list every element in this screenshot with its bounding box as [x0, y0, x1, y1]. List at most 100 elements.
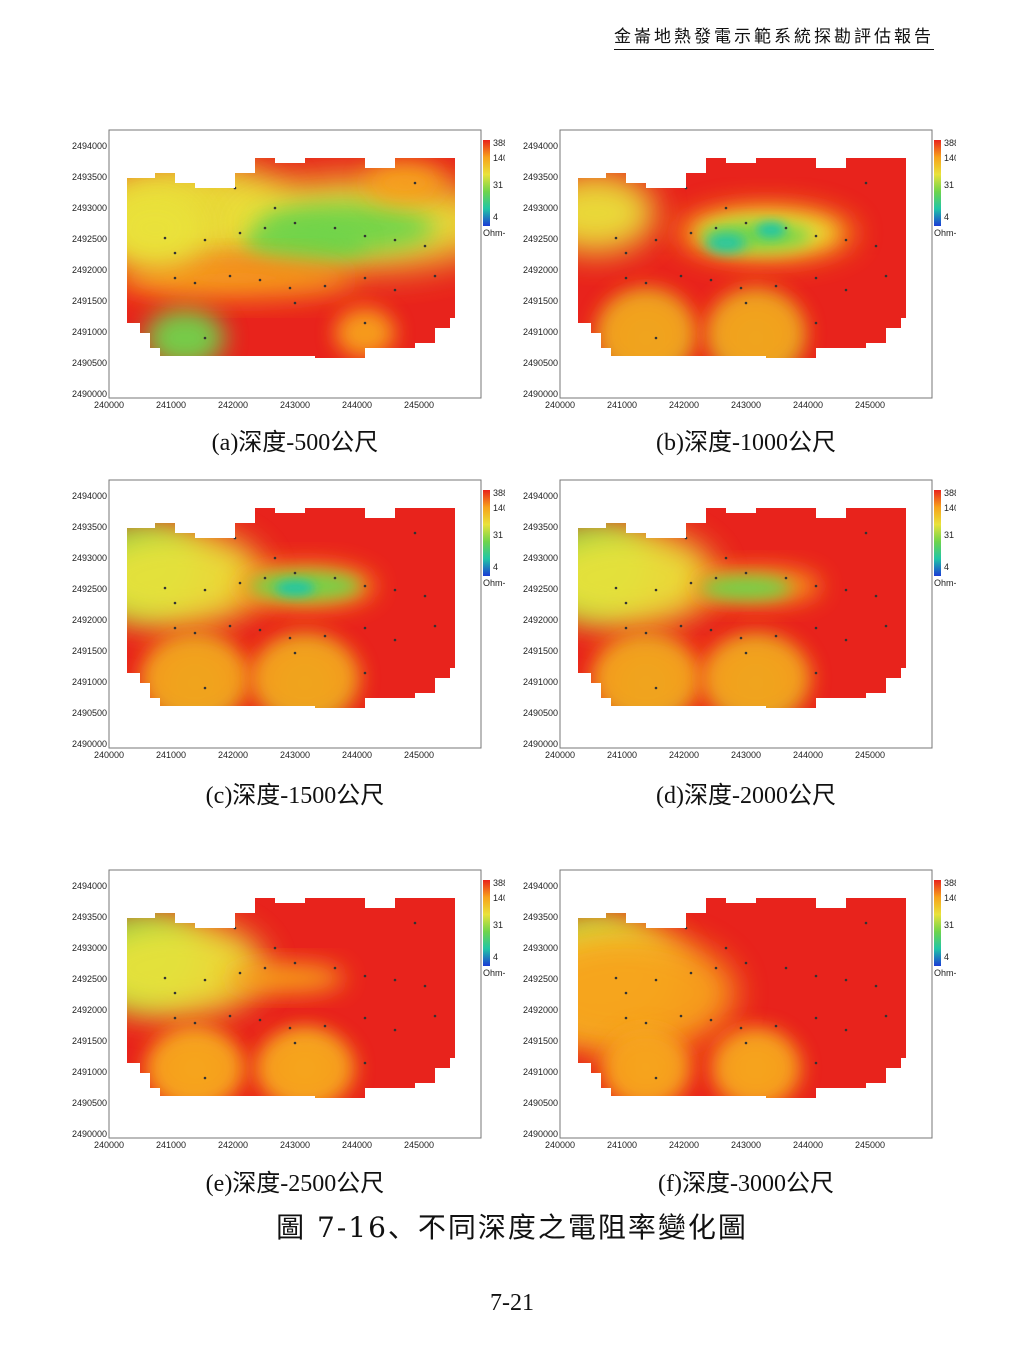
legend-value: 31 — [944, 920, 954, 930]
station-marker — [654, 238, 658, 242]
y-tick-label: 2491000 — [72, 1067, 107, 1077]
station-marker — [393, 288, 397, 292]
x-tick-label: 241000 — [156, 400, 186, 410]
x-tick-label: 241000 — [156, 1140, 186, 1150]
y-tick-label: 2490500 — [523, 1098, 558, 1108]
y-tick-label: 2492500 — [72, 234, 107, 244]
resistivity-zone — [255, 1028, 355, 1098]
figure-caption: 圖 7-16、不同深度之電阻率變化圖 — [276, 1211, 748, 1244]
y-tick-label: 2494000 — [72, 491, 107, 501]
x-tick-label: 241000 — [607, 1140, 637, 1150]
legend-unit: Ohm-m — [483, 968, 505, 978]
y-tick-label: 2491500 — [523, 296, 558, 306]
station-marker — [173, 601, 177, 605]
resistivity-zone — [601, 1028, 691, 1098]
station-marker — [323, 284, 327, 288]
y-tick-label: 2491500 — [72, 296, 107, 306]
station-marker — [624, 251, 628, 255]
resistivity-zone — [701, 633, 811, 708]
station-marker — [814, 1061, 818, 1065]
y-tick-label: 2494000 — [523, 881, 558, 891]
panel-caption: (e)深度-2500公尺 — [205, 1171, 385, 1197]
station-marker — [814, 974, 818, 978]
y-tick-label: 2491500 — [523, 646, 558, 656]
resistivity-zone — [250, 633, 360, 708]
x-tick-label: 242000 — [669, 400, 699, 410]
station-marker — [714, 576, 718, 580]
legend-value: 140 — [944, 503, 956, 513]
station-marker — [814, 276, 818, 280]
y-tick-label: 2492500 — [523, 584, 558, 594]
legend-value: 140 — [944, 153, 956, 163]
station-marker — [814, 584, 818, 588]
station-marker — [323, 634, 327, 638]
station-marker — [393, 588, 397, 592]
x-tick-label: 244000 — [342, 400, 372, 410]
x-tick-label: 241000 — [607, 400, 637, 410]
station-marker — [173, 626, 177, 630]
y-tick-label: 2492000 — [523, 1005, 558, 1015]
station-marker — [784, 576, 788, 580]
station-marker — [874, 594, 878, 598]
station-marker — [293, 221, 297, 225]
resistivity-zone — [127, 918, 265, 1018]
y-tick-label: 2492500 — [72, 974, 107, 984]
station-marker — [163, 976, 167, 980]
station-marker — [238, 231, 242, 235]
resistivity-map-f: 2494000 2493500 2493000 2492500 2492000 24915… — [523, 869, 956, 1150]
x-tick-label: 240000 — [545, 400, 575, 410]
station-marker — [203, 686, 207, 690]
legend-value: 31 — [493, 920, 503, 930]
station-marker — [709, 628, 713, 632]
station-marker — [203, 1076, 207, 1080]
station-marker — [874, 984, 878, 988]
station-marker — [203, 588, 207, 592]
station-marker — [393, 1028, 397, 1032]
y-tick-label: 2493500 — [523, 172, 558, 182]
station-marker — [363, 234, 367, 238]
station-marker — [814, 671, 818, 675]
station-marker — [774, 1024, 778, 1028]
station-marker — [293, 301, 297, 305]
y-tick-label: 2493000 — [523, 553, 558, 563]
station-marker — [273, 556, 277, 560]
station-marker — [258, 1018, 262, 1022]
station-marker — [744, 221, 748, 225]
station-marker — [774, 634, 778, 638]
y-tick-label: 2490500 — [523, 358, 558, 368]
x-tick-label: 243000 — [731, 400, 761, 410]
resistivity-map-panel-f: 2494000 2493500 2493000 2492500 2492000 24915… — [516, 868, 956, 1168]
y-tick-label: 2490500 — [72, 1098, 107, 1108]
resistivity-zone — [335, 308, 395, 358]
legend-value: 388 — [944, 878, 956, 888]
resistivity-zone — [756, 222, 786, 238]
resistivity-zone — [596, 288, 696, 358]
y-tick-label: 2492500 — [72, 584, 107, 594]
y-tick-label: 2494000 — [72, 881, 107, 891]
station-marker — [203, 238, 207, 242]
color-legend: 388 140 31 4 Ohm-m — [934, 138, 956, 238]
x-tick-label: 241000 — [156, 750, 186, 760]
station-marker — [413, 181, 417, 185]
resistivity-zone — [127, 188, 205, 268]
station-marker — [714, 966, 718, 970]
station-marker — [258, 628, 262, 632]
y-tick-label: 2491500 — [72, 646, 107, 656]
station-marker — [744, 961, 748, 965]
resistivity-zone — [706, 233, 746, 253]
y-tick-label: 2493500 — [72, 912, 107, 922]
y-tick-label: 2494000 — [523, 141, 558, 151]
legend-value: 388 — [493, 138, 505, 148]
resistivity-map-e: 2494000 2493500 2493000 2492500 2492000 24915… — [72, 869, 505, 1150]
legend-value: 4 — [944, 952, 949, 962]
legend-unit: Ohm-m — [483, 228, 505, 238]
y-tick-label: 2493500 — [523, 912, 558, 922]
station-marker — [844, 288, 848, 292]
x-tick-label: 240000 — [545, 750, 575, 760]
y-tick-label: 2490000 — [72, 1129, 107, 1139]
color-legend: 388 140 31 4 Ohm-m — [934, 878, 956, 978]
y-tick-label: 2491000 — [72, 677, 107, 687]
station-marker — [413, 531, 417, 535]
legend-value: 31 — [493, 530, 503, 540]
y-tick-label: 2490500 — [72, 708, 107, 718]
